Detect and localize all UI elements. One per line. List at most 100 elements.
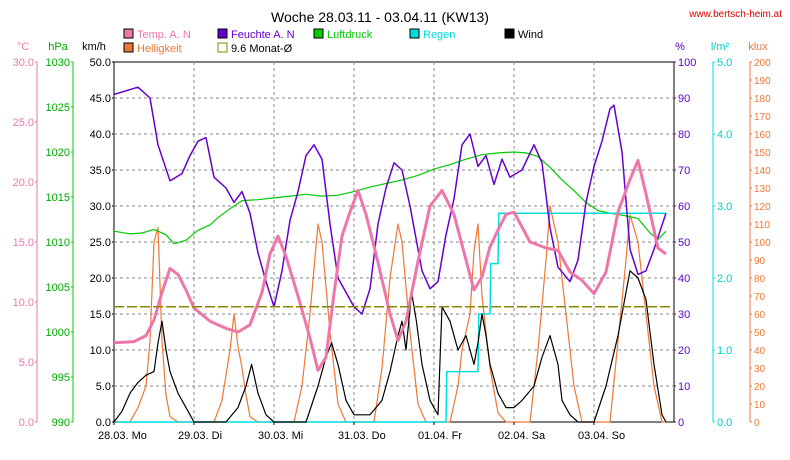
x-tick-label: 03.04. So bbox=[578, 430, 625, 442]
humidity-tick-label: 0 bbox=[678, 417, 684, 429]
rain-tick-label: 2.0 bbox=[717, 273, 732, 285]
humidity-tick-label: 10 bbox=[678, 381, 690, 393]
humidity-tick-label: 40 bbox=[678, 273, 690, 285]
temp-tick-label: 5.0 bbox=[19, 357, 34, 369]
legend-swatch bbox=[123, 42, 134, 53]
light-tick-label: 40 bbox=[754, 346, 766, 357]
humidity-tick-label: 90 bbox=[678, 93, 690, 105]
wind-tick-label: 35.0 bbox=[90, 165, 111, 177]
light-tick-label: 0 bbox=[754, 418, 760, 429]
pressure-tick-label: 1000 bbox=[46, 327, 70, 339]
legend-label: Feuchte A. N bbox=[231, 29, 295, 41]
light-tick-label: 130 bbox=[754, 184, 771, 195]
light-tick-label: 80 bbox=[754, 274, 766, 285]
legend-swatch bbox=[217, 42, 228, 53]
pressure-tick-label: 1015 bbox=[46, 192, 70, 204]
legend: Temp. A. N Feuchte A. N Luftdruck Regen Wind… bbox=[123, 28, 543, 55]
humidity-tick-label: 60 bbox=[678, 201, 690, 213]
light-tick-label: 10 bbox=[754, 400, 766, 411]
legend-swatch bbox=[123, 28, 134, 39]
humidity-tick-label: 20 bbox=[678, 345, 690, 357]
legend-swatch bbox=[313, 28, 324, 39]
legend-swatch bbox=[217, 28, 228, 39]
x-tick-label: 01.04. Fr bbox=[418, 430, 462, 442]
wind-tick-label: 0.0 bbox=[96, 417, 111, 429]
wind-tick-label: 5.0 bbox=[96, 381, 111, 393]
wind-tick-label: 45.0 bbox=[90, 93, 111, 105]
wind-tick-label: 25.0 bbox=[90, 237, 111, 249]
x-tick-label: 28.03. Mo bbox=[98, 430, 147, 442]
series-layer bbox=[113, 86, 674, 423]
light-tick-label: 110 bbox=[754, 220, 770, 231]
series-rain bbox=[114, 212, 666, 423]
light-tick-label: 30 bbox=[754, 364, 766, 375]
rain-tick-label: 1.0 bbox=[717, 345, 732, 357]
light-tick-label: 200 bbox=[754, 58, 771, 69]
pressure-tick-label: 1005 bbox=[46, 282, 70, 294]
light-tick-label: 20 bbox=[754, 382, 766, 393]
rain-tick-label: 5.0 bbox=[717, 57, 732, 69]
wind-tick-label: 40.0 bbox=[90, 129, 111, 141]
pressure-tick-label: 1030 bbox=[46, 57, 70, 69]
pressure-tick-label: 990 bbox=[52, 417, 70, 429]
humidity-tick-label: 50 bbox=[678, 237, 690, 249]
light-tick-label: 70 bbox=[754, 292, 766, 303]
humidity-tick-label: 30 bbox=[678, 309, 690, 321]
x-axis-labels: 28.03. Mo 29.03. Di 30.03. Mi 31.03. Do 01.0… bbox=[98, 422, 625, 442]
series-pressure bbox=[113, 151, 667, 245]
light-tick-label: 180 bbox=[754, 94, 771, 105]
light-tick-label: 100 bbox=[754, 238, 771, 249]
light-tick-label: 50 bbox=[754, 328, 766, 339]
wind-unit: km/h bbox=[82, 41, 106, 53]
website-link[interactable]: www.bertsch-heim.at bbox=[688, 9, 782, 20]
wind-tick-label: 30.0 bbox=[90, 201, 111, 213]
humidity-unit: % bbox=[675, 41, 685, 53]
wind-tick-label: 15.0 bbox=[90, 309, 111, 321]
temp-tick-label: 10.0 bbox=[13, 297, 34, 309]
light-tick-label: 120 bbox=[754, 202, 771, 213]
pressure-unit: hPa bbox=[48, 41, 68, 53]
axis-unit-labels: °C hPa km/h % l/m² klux bbox=[17, 41, 768, 53]
humidity-tick-label: 100 bbox=[678, 57, 696, 69]
series-humidity bbox=[113, 86, 667, 315]
x-tick-label: 31.03. Do bbox=[338, 430, 386, 442]
legend-label: 9.6 Monat-Ø bbox=[231, 43, 293, 55]
rain-tick-label: 0.0 bbox=[717, 417, 732, 429]
axes: 0.05.010.015.020.025.030.099099510001005… bbox=[13, 57, 772, 429]
humidity-tick-label: 80 bbox=[678, 129, 690, 141]
temp-tick-label: 25.0 bbox=[13, 117, 34, 129]
legend-swatch bbox=[409, 28, 420, 39]
legend-label: Regen bbox=[423, 29, 455, 41]
rain-unit: l/m² bbox=[711, 41, 730, 53]
legend-label: Luftdruck bbox=[327, 29, 373, 41]
rain-tick-label: 3.0 bbox=[717, 201, 732, 213]
wind-tick-label: 20.0 bbox=[90, 273, 111, 285]
x-tick-label: 30.03. Mi bbox=[258, 430, 303, 442]
legend-label: Temp. A. N bbox=[137, 29, 191, 41]
temp-unit: °C bbox=[17, 41, 29, 53]
light-tick-label: 160 bbox=[754, 130, 771, 141]
light-tick-label: 150 bbox=[754, 148, 771, 159]
temp-tick-label: 20.0 bbox=[13, 177, 34, 189]
light-tick-label: 170 bbox=[754, 112, 771, 123]
wind-tick-label: 50.0 bbox=[90, 57, 111, 69]
wind-tick-label: 10.0 bbox=[90, 345, 111, 357]
pressure-tick-label: 995 bbox=[52, 372, 70, 384]
light-tick-label: 90 bbox=[754, 256, 766, 267]
humidity-tick-label: 70 bbox=[678, 165, 690, 177]
x-tick-label: 29.03. Di bbox=[178, 430, 222, 442]
light-tick-label: 140 bbox=[754, 166, 771, 177]
series-temp bbox=[113, 158, 667, 372]
light-tick-label: 60 bbox=[754, 310, 766, 321]
chart-title: Woche 28.03.11 - 03.04.11 (KW13) bbox=[271, 9, 489, 25]
pressure-tick-label: 1010 bbox=[46, 237, 70, 249]
pressure-tick-label: 1020 bbox=[46, 147, 70, 159]
legend-swatch bbox=[504, 28, 515, 39]
legend-label: Wind bbox=[518, 29, 543, 41]
temp-tick-label: 15.0 bbox=[13, 237, 34, 249]
light-tick-label: 190 bbox=[754, 76, 771, 87]
temp-tick-label: 30.0 bbox=[13, 57, 34, 69]
temp-tick-label: 0.0 bbox=[19, 417, 34, 429]
